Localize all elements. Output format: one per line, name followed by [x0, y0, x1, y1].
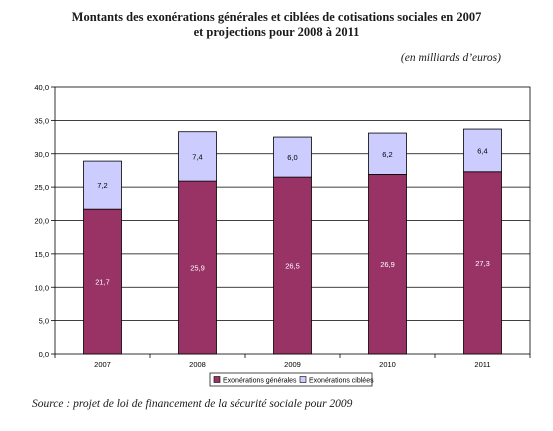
- source-note: Source : projet de loi de financement de…: [32, 398, 353, 410]
- bar-segment: [83, 208, 122, 355]
- chart-title-line-1: Montants des exonérations générales et c…: [71, 10, 482, 24]
- y-tick-label: 40,0: [34, 83, 49, 92]
- data-label: 6,2: [382, 150, 392, 159]
- data-label: 6,4: [477, 146, 487, 155]
- x-tick-label: 2009: [284, 360, 301, 369]
- y-tick-label: 20,0: [34, 217, 49, 226]
- data-label: 7,2: [97, 181, 107, 190]
- y-tick-label: 35,0: [34, 116, 49, 125]
- y-tick-label: 10,0: [34, 283, 49, 292]
- bar-segment: [83, 160, 122, 210]
- data-label: 26,5: [285, 262, 300, 271]
- legend-label: Exonérations générales: [223, 378, 297, 385]
- bar-segment: [368, 132, 407, 175]
- y-tick-label: 25,0: [34, 183, 49, 192]
- legend-swatch: [213, 376, 221, 383]
- data-label: 27,3: [475, 259, 490, 268]
- chart-title-line-2: et projections pour 2008 à 2011: [193, 25, 360, 39]
- bar-segment: [463, 171, 502, 355]
- y-tick-label: 30,0: [34, 150, 49, 159]
- bar-segment: [178, 131, 217, 182]
- data-label: 26,9: [380, 260, 395, 269]
- legend-box: [209, 372, 373, 387]
- x-tick-label: 2010: [379, 360, 396, 369]
- data-label: 7,4: [192, 152, 202, 161]
- x-tick-label: 2011: [474, 360, 490, 369]
- legend-swatch: [299, 376, 307, 383]
- bar-segment: [273, 176, 312, 355]
- bar-segment: [273, 136, 312, 178]
- unit-note: (en milliards d’euros): [400, 52, 501, 64]
- data-label: 6,0: [287, 153, 297, 162]
- y-tick-label: 15,0: [34, 250, 49, 259]
- y-tick-label: 5,0: [39, 317, 49, 326]
- bar-segment: [368, 174, 407, 355]
- data-label: 25,9: [190, 264, 205, 273]
- bar-segment: [463, 128, 502, 173]
- x-tick-label: 2008: [189, 360, 206, 369]
- data-label: 21,7: [95, 278, 110, 287]
- chart-title: Montants des exonérations générales et c…: [0, 10, 553, 40]
- legend-label: Exonérations ciblées: [309, 378, 374, 385]
- x-tick-label: 2007: [94, 360, 111, 369]
- y-tick-label: 0,0: [39, 350, 49, 359]
- stacked-bar-chart: 0,0 5,0 10,0 15,0 20,0 25,0 30,0 35,0 40,0 21,7 7,…: [34, 83, 531, 387]
- bar-segment: [178, 180, 217, 355]
